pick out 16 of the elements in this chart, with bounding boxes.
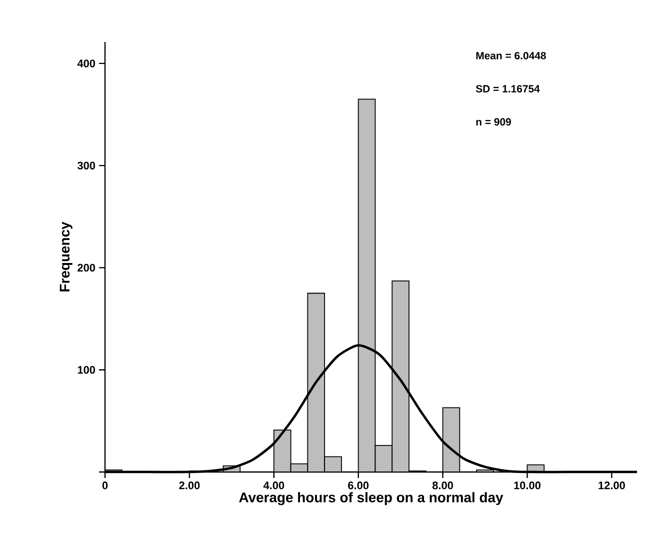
- x-tick-label: 4.00: [263, 482, 284, 490]
- y-tick-label: 200: [78, 264, 96, 272]
- x-tick-label: 8.00: [432, 482, 453, 490]
- x-tick-label: 0: [102, 482, 108, 490]
- y-tick-label: 400: [77, 60, 96, 68]
- annotation: n = 909: [476, 118, 511, 126]
- x-tick-label: 10.00: [514, 482, 540, 490]
- x-tick-label: 12.00: [598, 482, 625, 490]
- x-tick-label: 2.00: [179, 482, 200, 490]
- annotation: Mean = 6.0448: [476, 52, 546, 60]
- y-tick-label: 100: [78, 366, 96, 374]
- annotation: SD = 1.16754: [476, 85, 540, 92]
- y-tick-label: 300: [77, 162, 96, 170]
- y-axis-title: Frequency: [60, 222, 72, 292]
- x-tick-label: 6.00: [348, 482, 369, 490]
- x-axis-title: Average hours of sleep on a normal day: [239, 492, 504, 506]
